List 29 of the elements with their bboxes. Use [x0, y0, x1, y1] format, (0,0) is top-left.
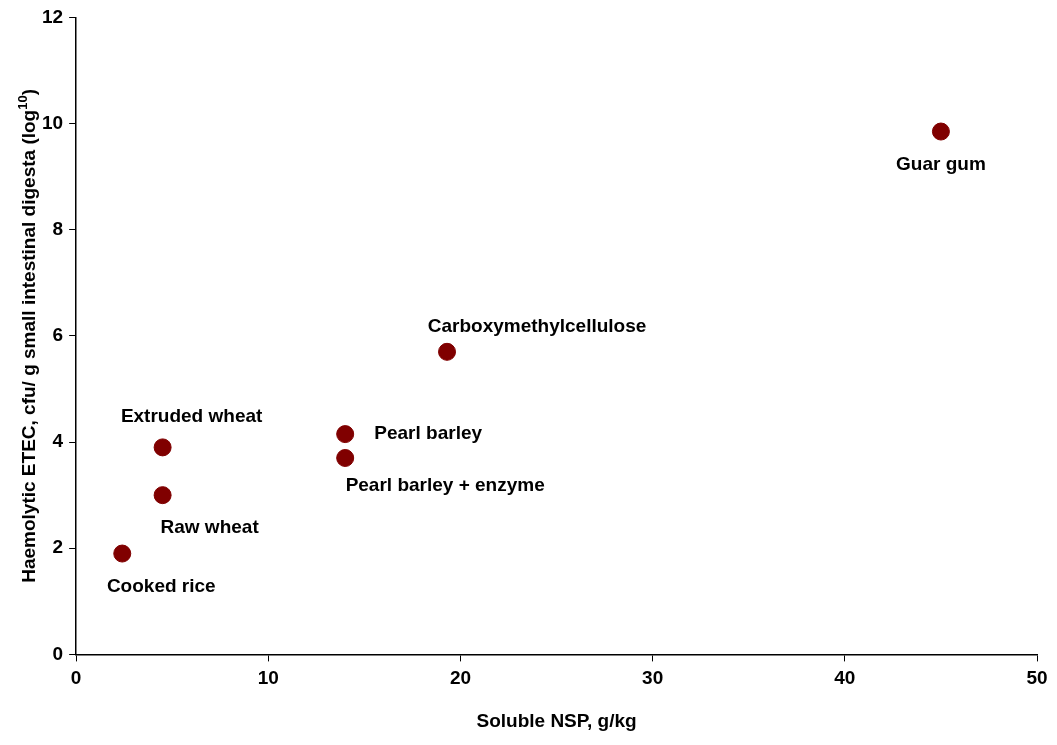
- y-tick-label: 2: [52, 536, 64, 558]
- y-tick-label: 4: [52, 430, 64, 452]
- x-tick-label: 0: [70, 667, 82, 689]
- point: [113, 544, 132, 563]
- x-tick-label: 30: [642, 667, 664, 689]
- x-axis-title: Soluble NSP, g/kg: [476, 709, 637, 731]
- point: [153, 486, 172, 505]
- point: [438, 342, 457, 361]
- annotation: Pearl barley: [374, 422, 483, 444]
- point: [153, 438, 172, 457]
- annotation: Carboxymethylcellulose: [427, 315, 647, 337]
- y-tick-label: 6: [52, 324, 64, 346]
- y-tick-label: 0: [52, 642, 64, 664]
- annotation: Guar gum: [896, 152, 986, 174]
- point: [931, 122, 950, 141]
- annotation: Raw wheat: [160, 516, 260, 538]
- y-axis-title: Haemolytic ETEC, cfu/ g small intestinal digesta (log10): [14, 89, 40, 583]
- y-tick-label: 12: [41, 5, 64, 27]
- annotation: Pearl barley + enzyme: [345, 474, 545, 496]
- y-tick-label: 8: [52, 217, 64, 239]
- x-tick-label: 40: [834, 667, 856, 689]
- point: [336, 425, 355, 444]
- point: [336, 448, 355, 467]
- x-tick-label: 20: [449, 667, 472, 689]
- y-tick-label: 10: [41, 111, 64, 133]
- x-tick-label: 50: [1026, 667, 1048, 689]
- x-tick-label: 10: [257, 667, 279, 689]
- annotation: Cooked rice: [106, 574, 216, 596]
- annotation: Extruded wheat: [120, 404, 264, 426]
